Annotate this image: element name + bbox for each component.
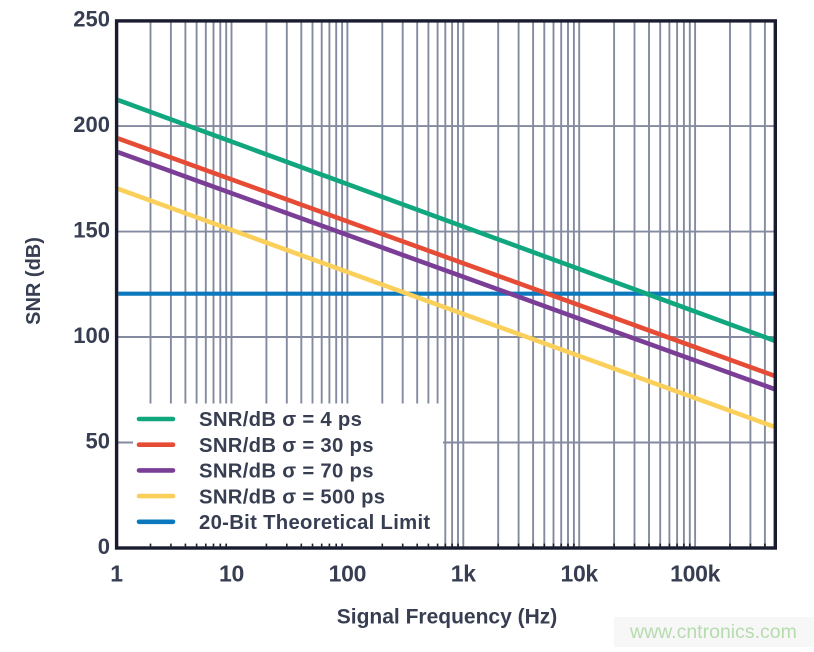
svg-text:Signal Frequency (Hz): Signal Frequency (Hz) [337,606,558,629]
svg-text:10: 10 [219,561,244,587]
svg-text:www.cntronics.com: www.cntronics.com [629,621,797,643]
svg-text:SNR/dB σ = 500 ps: SNR/dB σ = 500 ps [199,486,385,508]
svg-text:SNR/dB σ = 30 ps: SNR/dB σ = 30 ps [199,435,374,457]
svg-text:20-Bit Theoretical Limit: 20-Bit Theoretical Limit [199,512,430,534]
svg-text:SNR/dB σ = 70 ps: SNR/dB σ = 70 ps [199,461,374,483]
svg-text:250: 250 [73,7,110,32]
svg-text:SNR (dB): SNR (dB) [23,237,45,325]
svg-text:1k: 1k [451,561,476,587]
svg-text:200: 200 [73,112,110,137]
svg-text:50: 50 [86,429,110,454]
svg-text:150: 150 [73,218,110,243]
svg-text:0: 0 [98,534,110,559]
svg-text:10k: 10k [560,561,598,587]
svg-text:100k: 100k [670,561,720,587]
svg-text:100: 100 [73,323,110,348]
svg-text:1: 1 [110,561,123,587]
svg-text:100: 100 [329,561,366,587]
svg-text:SNR/dB σ = 4 ps: SNR/dB σ = 4 ps [199,409,362,431]
